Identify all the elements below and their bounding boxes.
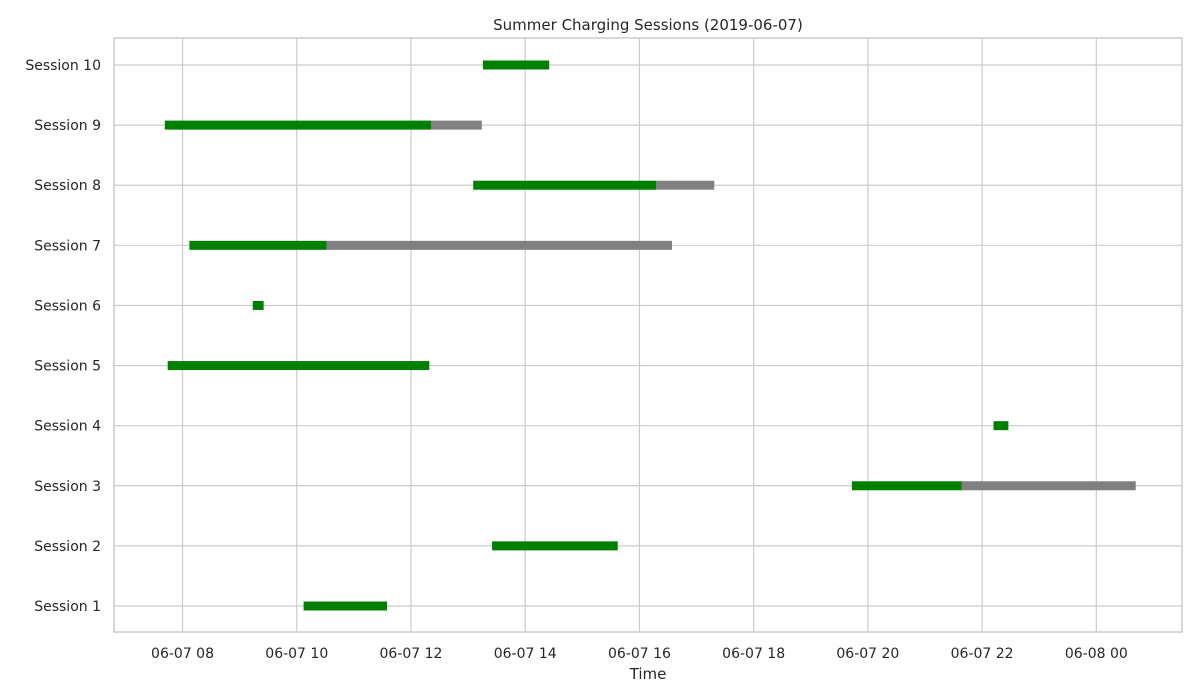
y-tick-label: Session 2 (34, 539, 101, 555)
x-tick-label: 06-07 18 (722, 646, 785, 662)
charging-bar (189, 240, 327, 250)
y-tick-label: Session 8 (34, 178, 101, 194)
plot-frame (113, 37, 1183, 633)
y-tick-label: Session 4 (34, 419, 101, 435)
x-tick-label: 06-08 00 (1065, 646, 1128, 662)
x-tick-label: 06-07 08 (151, 646, 214, 662)
charging-bar (482, 60, 550, 70)
idle-bar (961, 481, 1136, 491)
y-tick-label: Session 5 (34, 359, 101, 375)
charging-bar (252, 300, 264, 310)
x-tick-label: 06-07 16 (608, 646, 671, 662)
bar-layer (164, 60, 1136, 611)
x-tick-label: 06-07 20 (836, 646, 899, 662)
x-tick-label: 06-07 22 (951, 646, 1014, 662)
y-tick-label: Session 9 (34, 118, 101, 134)
y-tick-label: Session 6 (34, 298, 101, 314)
x-axis-label: Time (629, 665, 667, 683)
idle-bar (326, 240, 672, 250)
y-tick-label: Session 1 (34, 599, 101, 615)
charging-bar (164, 120, 431, 130)
idle-bar (430, 120, 482, 130)
charging-bar (993, 421, 1009, 431)
charging-bar (303, 601, 387, 611)
x-tick-label: 06-07 14 (494, 646, 557, 662)
charging-bar (473, 180, 656, 190)
idle-bar (655, 180, 715, 190)
y-tick-label: Session 3 (34, 479, 101, 495)
x-tick-labels: 06-07 08 06-07 10 06-07 12 06-07 14 06-07 16… (151, 646, 1128, 662)
x-tick-label: 06-07 10 (265, 646, 328, 662)
x-tick-label: 06-07 12 (380, 646, 443, 662)
y-tick-labels: Session 1 Session 2 Session 3 Session 4 Sess… (25, 58, 101, 615)
y-tick-label: Session 7 (34, 238, 101, 254)
charging-bar (492, 541, 618, 551)
y-tick-label: Session 10 (25, 58, 101, 74)
charging-bar (851, 481, 962, 491)
chart-title: Summer Charging Sessions (2019-06-07) (493, 16, 803, 34)
charging-bar (167, 361, 430, 371)
